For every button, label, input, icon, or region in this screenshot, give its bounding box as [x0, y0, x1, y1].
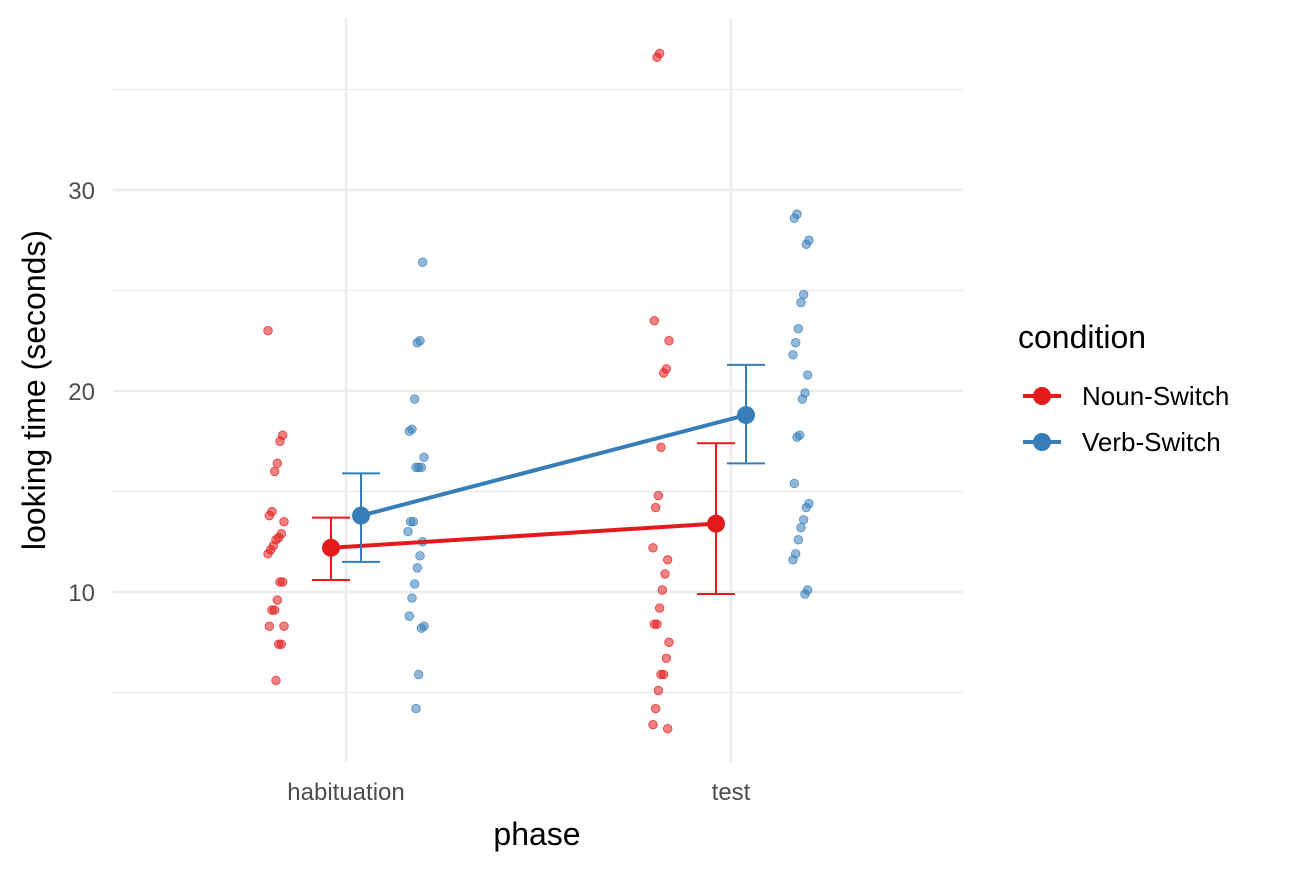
data-points	[263, 48, 814, 734]
data-point	[662, 555, 673, 565]
y-axis-title: looking time (seconds)	[16, 230, 52, 550]
legend: condition Noun-Switch Verb-Switch	[1018, 319, 1229, 457]
data-point	[269, 466, 280, 477]
data-point	[654, 603, 665, 613]
data-point	[798, 514, 809, 525]
data-point	[648, 719, 658, 730]
x-tick-labels: habituation test	[287, 779, 750, 806]
mean-point	[707, 514, 725, 533]
data-point	[658, 368, 669, 378]
data-point	[653, 685, 664, 696]
mean-point	[737, 406, 755, 425]
data-point	[417, 257, 428, 268]
data-point	[273, 639, 284, 649]
y-tick-label: 30	[68, 178, 95, 205]
data-point	[264, 510, 275, 521]
data-point	[275, 436, 285, 446]
data-point	[404, 611, 415, 621]
data-point	[788, 555, 798, 565]
data-point	[796, 522, 806, 533]
x-tick-label: habituation	[287, 779, 404, 806]
data-point	[793, 535, 804, 545]
legend-title: condition	[1018, 319, 1146, 355]
data-point	[403, 527, 413, 537]
data-point	[789, 213, 800, 223]
data-point	[793, 323, 804, 334]
data-point	[412, 338, 423, 348]
data-point	[272, 458, 283, 469]
data-point	[409, 579, 420, 589]
data-point	[263, 326, 273, 336]
legend-label: Verb-Switch	[1082, 427, 1221, 457]
mean-points	[322, 406, 755, 557]
x-tick-label: test	[712, 779, 751, 806]
data-point	[650, 502, 661, 513]
data-point	[797, 394, 808, 404]
mean-line	[360, 413, 747, 518]
data-point	[413, 669, 424, 680]
data-point	[657, 585, 668, 595]
data-point	[664, 336, 674, 346]
data-point	[649, 619, 660, 629]
data-point	[416, 623, 427, 633]
data-point	[267, 605, 277, 615]
mean-line	[330, 521, 717, 550]
data-point	[790, 338, 801, 348]
data-point	[271, 675, 281, 686]
mean-point	[352, 506, 370, 525]
data-point	[796, 297, 806, 308]
legend-label: Noun-Switch	[1082, 381, 1229, 411]
grid-minor	[113, 88, 963, 694]
data-point	[652, 52, 662, 63]
y-tick-label: 10	[68, 580, 95, 607]
data-point	[792, 432, 802, 442]
x-axis-title: phase	[493, 816, 580, 852]
data-point	[802, 370, 813, 380]
data-point	[275, 577, 285, 587]
data-point	[419, 452, 429, 463]
data-point	[411, 462, 421, 473]
mean-point	[322, 538, 340, 557]
mean-lines	[330, 413, 747, 550]
y-tick-labels: 10 20 30	[68, 178, 95, 607]
legend-key-point	[1033, 387, 1051, 405]
data-point	[664, 637, 674, 647]
data-point	[407, 593, 417, 603]
data-point	[263, 549, 273, 559]
y-tick-label: 20	[68, 379, 95, 406]
data-point	[662, 723, 673, 734]
data-point	[264, 621, 275, 631]
data-point	[798, 289, 809, 300]
data-point	[656, 669, 666, 680]
data-point	[409, 394, 420, 404]
data-point	[801, 239, 812, 249]
legend-key-point	[1033, 433, 1051, 451]
data-point	[279, 516, 289, 527]
data-point	[415, 551, 425, 561]
data-point	[788, 350, 798, 360]
data-point	[660, 569, 670, 579]
data-point	[272, 595, 283, 605]
data-point	[801, 502, 812, 513]
data-point	[404, 426, 415, 436]
data-point	[412, 563, 423, 573]
data-point	[653, 490, 664, 501]
data-point	[648, 543, 658, 553]
data-point	[800, 589, 810, 599]
data-point	[649, 315, 660, 326]
data-point	[650, 703, 661, 714]
data-point	[411, 703, 421, 714]
data-point	[405, 516, 416, 527]
data-point	[789, 478, 800, 489]
error-bars	[312, 363, 765, 596]
data-point	[279, 621, 289, 631]
data-point	[661, 653, 672, 664]
data-point	[656, 442, 666, 452]
grid-major	[113, 18, 963, 762]
